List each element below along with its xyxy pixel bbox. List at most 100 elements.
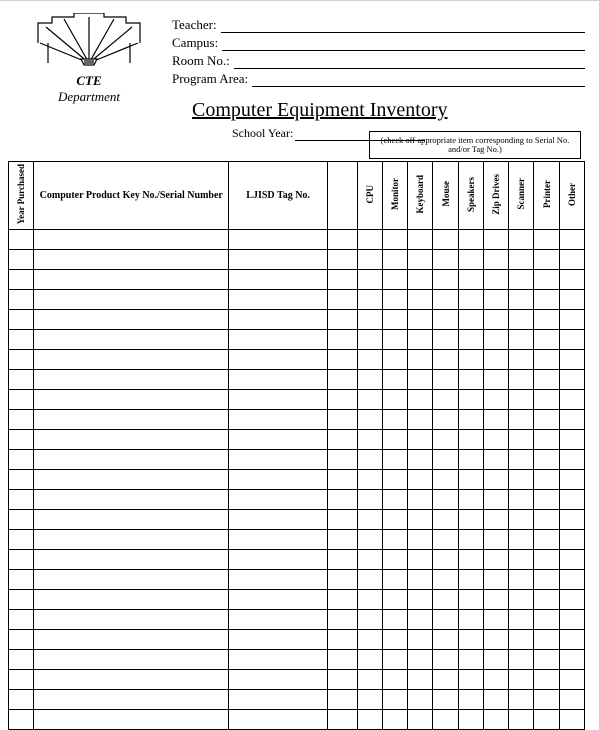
table-cell[interactable] [559, 510, 584, 530]
table-cell[interactable] [34, 530, 229, 550]
table-cell[interactable] [458, 290, 483, 310]
table-cell[interactable] [534, 490, 559, 510]
table-cell[interactable] [9, 570, 34, 590]
table-cell[interactable] [559, 690, 584, 710]
table-cell[interactable] [408, 710, 433, 730]
table-cell[interactable] [229, 230, 328, 250]
table-cell[interactable] [408, 350, 433, 370]
table-cell[interactable] [357, 550, 382, 570]
table-cell[interactable] [383, 290, 408, 310]
table-cell[interactable] [509, 250, 534, 270]
table-cell[interactable] [408, 430, 433, 450]
table-cell[interactable] [433, 530, 458, 550]
table-cell[interactable] [229, 270, 328, 290]
table-cell[interactable] [34, 450, 229, 470]
table-cell[interactable] [433, 270, 458, 290]
table-cell[interactable] [458, 710, 483, 730]
table-cell[interactable] [483, 270, 508, 290]
table-cell[interactable] [534, 350, 559, 370]
table-cell[interactable] [534, 690, 559, 710]
table-cell[interactable] [408, 330, 433, 350]
table-cell[interactable] [483, 530, 508, 550]
table-cell[interactable] [458, 370, 483, 390]
table-cell[interactable] [458, 310, 483, 330]
table-cell[interactable] [408, 270, 433, 290]
table-cell[interactable] [9, 410, 34, 430]
table-cell[interactable] [9, 310, 34, 330]
table-cell[interactable] [458, 250, 483, 270]
table-cell[interactable] [408, 610, 433, 630]
table-cell[interactable] [357, 630, 382, 650]
table-cell[interactable] [34, 270, 229, 290]
table-cell[interactable] [483, 650, 508, 670]
table-cell[interactable] [458, 510, 483, 530]
table-cell[interactable] [433, 370, 458, 390]
table-cell[interactable] [383, 350, 408, 370]
table-cell[interactable] [509, 410, 534, 430]
table-cell[interactable] [34, 490, 229, 510]
table-cell[interactable] [483, 630, 508, 650]
table-cell[interactable] [229, 670, 328, 690]
program-input-line[interactable] [252, 75, 585, 87]
table-cell[interactable] [229, 590, 328, 610]
table-cell[interactable] [327, 330, 357, 350]
table-cell[interactable] [327, 230, 357, 250]
table-cell[interactable] [383, 610, 408, 630]
table-cell[interactable] [458, 650, 483, 670]
table-cell[interactable] [357, 250, 382, 270]
table-cell[interactable] [433, 290, 458, 310]
table-cell[interactable] [559, 270, 584, 290]
table-cell[interactable] [534, 670, 559, 690]
table-cell[interactable] [458, 630, 483, 650]
table-cell[interactable] [509, 230, 534, 250]
table-cell[interactable] [34, 470, 229, 490]
table-cell[interactable] [229, 690, 328, 710]
table-cell[interactable] [534, 310, 559, 330]
table-cell[interactable] [433, 330, 458, 350]
table-cell[interactable] [534, 710, 559, 730]
table-cell[interactable] [483, 510, 508, 530]
table-cell[interactable] [383, 630, 408, 650]
table-cell[interactable] [357, 570, 382, 590]
table-cell[interactable] [408, 230, 433, 250]
table-cell[interactable] [357, 510, 382, 530]
table-cell[interactable] [559, 450, 584, 470]
table-cell[interactable] [327, 690, 357, 710]
table-cell[interactable] [383, 690, 408, 710]
table-cell[interactable] [327, 470, 357, 490]
table-cell[interactable] [509, 290, 534, 310]
table-cell[interactable] [9, 230, 34, 250]
table-cell[interactable] [327, 290, 357, 310]
table-cell[interactable] [34, 550, 229, 570]
table-cell[interactable] [229, 390, 328, 410]
table-cell[interactable] [534, 450, 559, 470]
table-cell[interactable] [357, 690, 382, 710]
table-cell[interactable] [9, 610, 34, 630]
table-cell[interactable] [483, 550, 508, 570]
table-cell[interactable] [534, 550, 559, 570]
table-cell[interactable] [458, 550, 483, 570]
table-cell[interactable] [357, 230, 382, 250]
table-cell[interactable] [483, 390, 508, 410]
table-cell[interactable] [458, 590, 483, 610]
table-cell[interactable] [34, 610, 229, 630]
table-cell[interactable] [408, 490, 433, 510]
table-cell[interactable] [559, 590, 584, 610]
table-cell[interactable] [509, 330, 534, 350]
table-cell[interactable] [383, 330, 408, 350]
table-cell[interactable] [327, 650, 357, 670]
table-cell[interactable] [383, 710, 408, 730]
table-cell[interactable] [559, 410, 584, 430]
table-cell[interactable] [433, 390, 458, 410]
table-cell[interactable] [34, 650, 229, 670]
table-cell[interactable] [559, 550, 584, 570]
table-cell[interactable] [327, 410, 357, 430]
table-cell[interactable] [383, 430, 408, 450]
table-cell[interactable] [509, 550, 534, 570]
table-cell[interactable] [534, 590, 559, 610]
table-cell[interactable] [9, 690, 34, 710]
table-cell[interactable] [327, 610, 357, 630]
teacher-input-line[interactable] [221, 21, 585, 33]
table-cell[interactable] [229, 250, 328, 270]
table-cell[interactable] [433, 690, 458, 710]
